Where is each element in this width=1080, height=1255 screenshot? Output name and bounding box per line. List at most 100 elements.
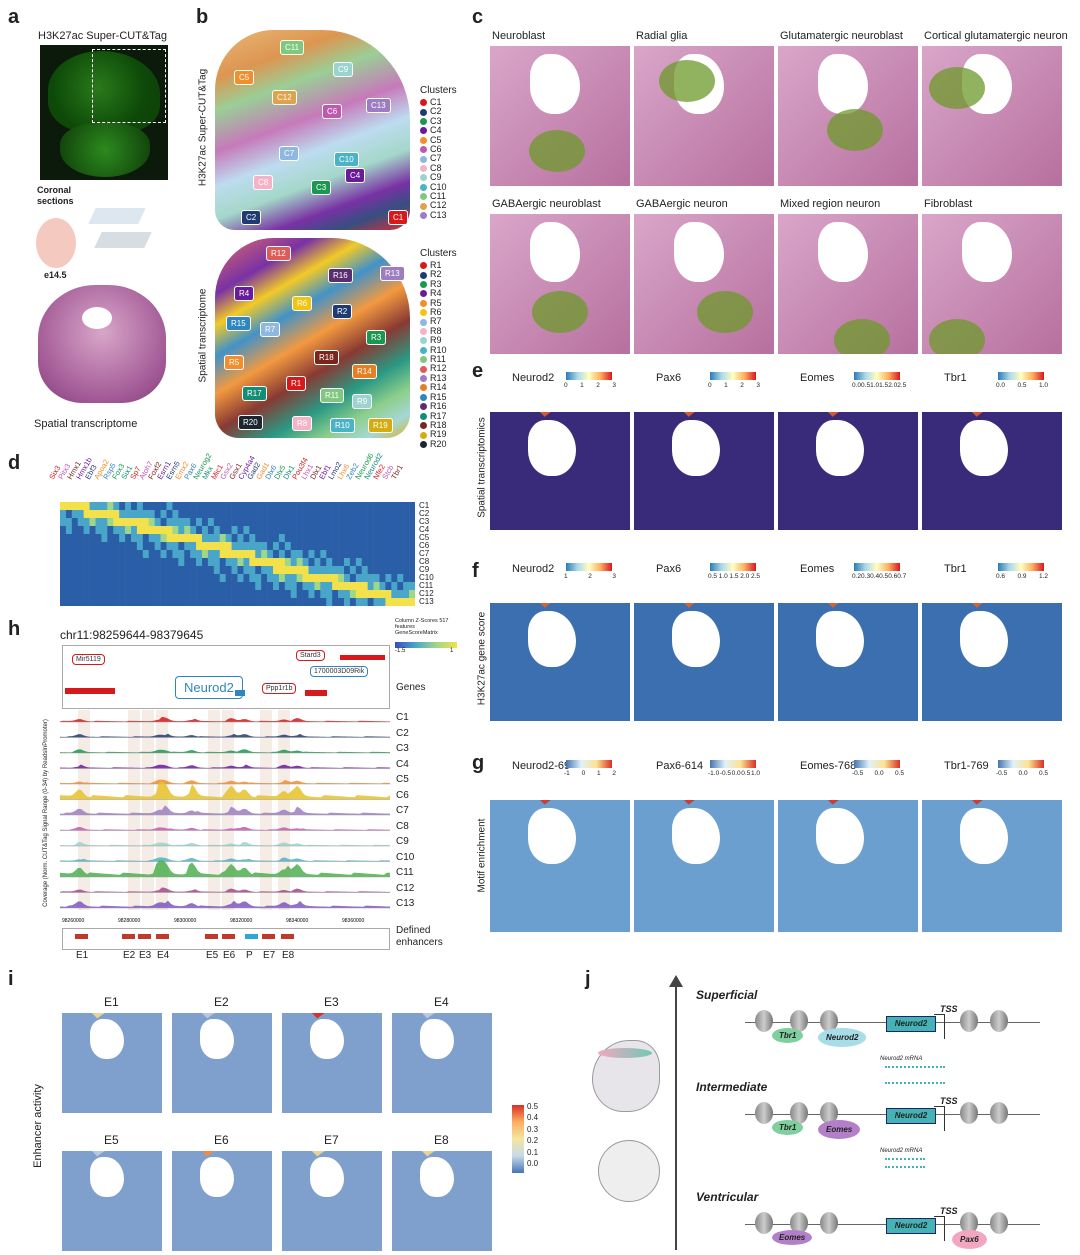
- legend-item: R3: [420, 279, 447, 289]
- heatmap-cell: [373, 574, 380, 583]
- heatmap-cell: [89, 502, 96, 511]
- heatmap-cell: [349, 526, 357, 535]
- x-tick: 98320000: [230, 918, 252, 924]
- heatmap-cell: [344, 550, 351, 559]
- coronal-label: Coronal sections: [37, 185, 74, 206]
- heatmap-cell: [125, 574, 132, 583]
- heatmap-cell: [320, 502, 327, 511]
- coverage-track: [60, 842, 390, 846]
- heatmap-cell: [403, 558, 410, 567]
- cluster-tag: C3: [311, 180, 332, 195]
- heatmap-cell: [367, 510, 374, 519]
- heatmap-cell: [349, 518, 357, 527]
- heatmap-cell: [65, 550, 73, 559]
- heatmap-cell: [95, 558, 102, 567]
- heatmap-cell: [125, 590, 132, 599]
- heatmap-cell: [373, 526, 380, 535]
- heatmap-cell: [255, 502, 262, 511]
- colorbar-tick: 2.0: [888, 382, 898, 389]
- heatmap-cell: [83, 558, 90, 567]
- heatmap-cell: [83, 574, 90, 583]
- heatmap-cell: [202, 590, 209, 599]
- heatmap-cell: [379, 574, 386, 583]
- heatmap-cell: [409, 598, 415, 606]
- heatmap-cell: [349, 510, 357, 519]
- heatmap-cell: [178, 502, 185, 511]
- heatmap-cell: [290, 574, 297, 583]
- heatmap-cell: [403, 502, 410, 511]
- heatmap-cell: [166, 550, 173, 559]
- heatmap-cell: [397, 558, 404, 567]
- heatmap-cell: [397, 574, 404, 583]
- colorbar-tick: 3: [612, 382, 616, 389]
- heatmap-cell: [113, 598, 120, 606]
- gene-title: Eomes: [800, 563, 835, 575]
- colorkey-title: Column Z-Scores 517 features GeneScoreMa…: [395, 618, 449, 636]
- heatmap-cell: [344, 574, 351, 583]
- heatmap-cell: [83, 502, 90, 511]
- x-tick: 98260000: [62, 918, 84, 924]
- heatmap-cell: [107, 534, 114, 543]
- tss-arrow: [934, 1216, 945, 1241]
- enhancer-title: E8: [434, 1133, 449, 1147]
- heatmap-cell: [113, 542, 120, 551]
- scale-tick: 0.0: [527, 1159, 539, 1169]
- colorbar-tick: 0.4: [870, 573, 880, 580]
- heatmap-cell: [261, 550, 268, 559]
- tss-label: TSS: [940, 1206, 958, 1216]
- heatmap-cell: [409, 550, 415, 559]
- heatmap-cell: [142, 542, 150, 551]
- row-label: C3: [419, 517, 430, 526]
- legend-item: R14: [420, 382, 447, 392]
- legend-label: C1: [430, 97, 442, 107]
- legend-swatch: [420, 165, 427, 173]
- heatmap-cell: [65, 502, 73, 511]
- heatmap-cell: [154, 542, 161, 551]
- heatmap-cell: [249, 510, 256, 519]
- heatmap-cell: [202, 526, 209, 535]
- heatmap-cell: [320, 542, 327, 551]
- heatmap-cell: [202, 566, 209, 575]
- heatmap-cell: [308, 582, 315, 591]
- enhancer-label: P: [246, 950, 253, 961]
- enhancer-highlight: [208, 710, 220, 910]
- heatmap-cell: [344, 582, 351, 591]
- heatmap-cell: [142, 518, 150, 527]
- heatmap-cell: [95, 590, 102, 599]
- activity-arc: [510, 603, 630, 715]
- heatmap-cell: [136, 526, 144, 535]
- heatmap-cell: [77, 510, 84, 519]
- heatmap-cell: [101, 582, 108, 591]
- legend-label: R18: [430, 419, 447, 430]
- heatmap-cell: [196, 542, 203, 551]
- heatmap-cell: [95, 510, 102, 519]
- enhancer-label: E3: [139, 950, 152, 961]
- i-colorbar-ticks: 0.5 0.4 0.3 0.2 0.1 0.0: [527, 1101, 538, 1169]
- heatmap-cell: [77, 590, 84, 599]
- heatmap-cell: [148, 534, 155, 543]
- highlight-region: [827, 109, 883, 151]
- heatmap-cell: [344, 598, 351, 606]
- enhancer-title: E2: [214, 995, 229, 1009]
- heatmap-cell: [255, 526, 262, 535]
- legend-label: R17: [430, 410, 447, 421]
- h-ylabel: Coverage (Norm. CUT&Tag Signal Range (0-…: [43, 719, 49, 907]
- legend-swatch: [420, 318, 427, 326]
- heatmap-cell: [113, 534, 120, 543]
- heatmap-cell: [403, 590, 410, 599]
- heatmap-cell: [361, 534, 368, 543]
- heatmap-cell: [125, 582, 132, 591]
- cell-type-map: [634, 46, 774, 186]
- heatmap-cell: [71, 582, 79, 591]
- heatmap-cell: [278, 534, 286, 543]
- heatmap-cell: [397, 566, 404, 575]
- heatmap-cell: [154, 534, 161, 543]
- heatmap-cell: [178, 590, 185, 599]
- heatmap-cell: [196, 574, 203, 583]
- heatmap-cell: [284, 510, 292, 519]
- legend-label: R19: [430, 429, 447, 440]
- b-legend-title-top: Clusters: [420, 85, 457, 96]
- heatmap-cell: [119, 582, 126, 591]
- heatmap-cell: [148, 558, 155, 567]
- legend-label: R2: [430, 269, 442, 280]
